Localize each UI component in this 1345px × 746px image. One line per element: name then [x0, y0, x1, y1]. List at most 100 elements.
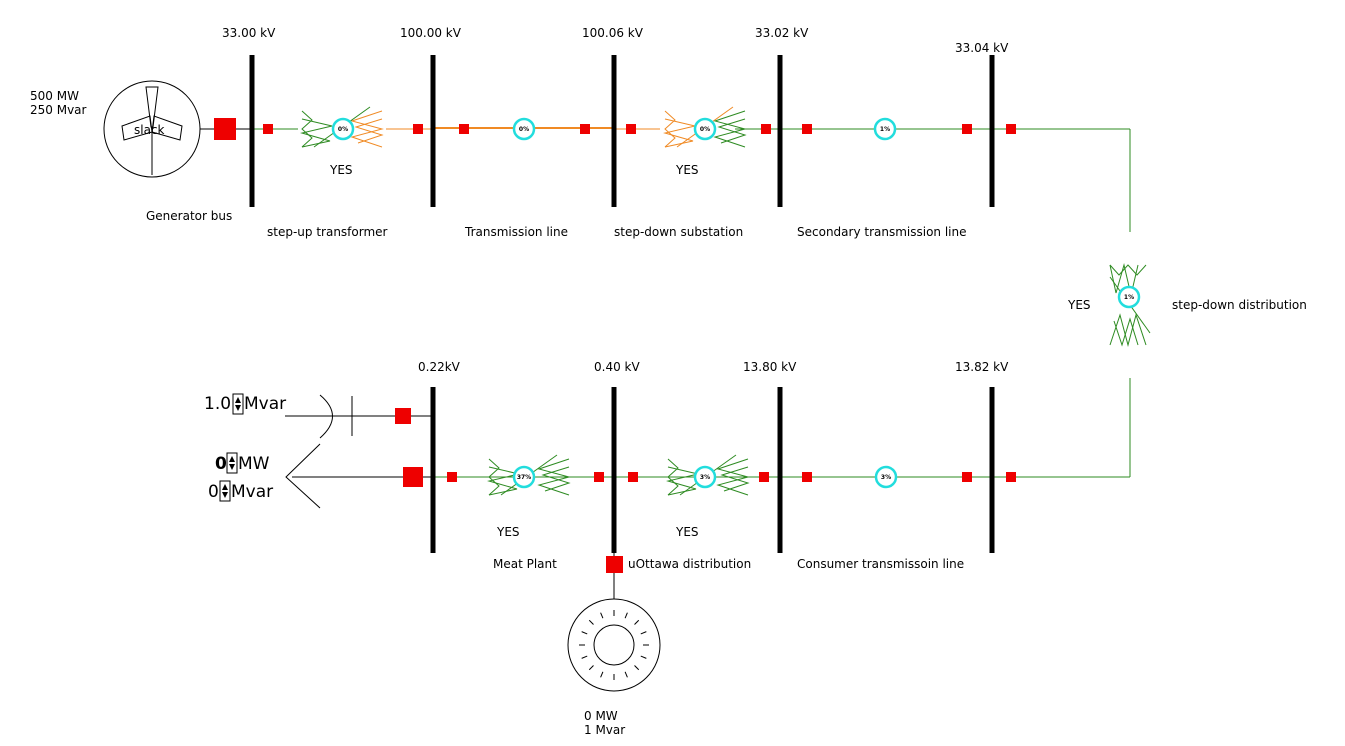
branch-name: step-up transformer [267, 225, 388, 239]
motor[interactable]: 0 MW 1 Mvar [567, 598, 661, 737]
motor-mvar: 1 Mvar [584, 723, 625, 737]
bus-voltage: 33.00 kV [222, 26, 276, 40]
breaker[interactable] [962, 124, 972, 134]
breaker[interactable] [1006, 124, 1016, 134]
svg-text:0%: 0% [700, 126, 710, 133]
motor-mw: 0 MW [584, 709, 618, 723]
loading-gauge[interactable]: 0% [331, 117, 355, 141]
generator-mvar: 250 Mvar [30, 103, 87, 117]
loading-gauge[interactable]: 37% [512, 465, 536, 489]
spinner-icon[interactable] [226, 452, 238, 474]
rotor-tick [581, 655, 588, 659]
branch-name: Meat Plant [493, 557, 557, 571]
generator-breaker[interactable] [214, 118, 236, 140]
loading-gauge[interactable]: 3% [874, 465, 898, 489]
breaker[interactable] [802, 472, 812, 482]
rotor-tick [600, 612, 604, 619]
breaker[interactable] [759, 472, 769, 482]
load-mvar-unit: Mvar [231, 482, 273, 502]
generator-mw: 500 MW [30, 89, 79, 103]
loading-gauge[interactable]: 0% [512, 117, 536, 141]
svg-text:1%: 1% [880, 126, 890, 133]
svg-text:1%: 1% [1124, 294, 1134, 301]
generator[interactable]: 500 MW 250 Mvar slack [30, 80, 236, 178]
branch-name: Secondary transmission line [797, 225, 967, 239]
bus-voltage: 100.06 kV [582, 26, 644, 40]
rotor-tick [588, 619, 594, 625]
rotor-tick [624, 671, 628, 678]
rotor-tick [640, 655, 647, 659]
rotor-ticks-icon [579, 610, 649, 680]
tap-label: YES [675, 525, 699, 539]
generator-type: slack [134, 123, 165, 137]
bus-voltage: 33.04 kV [955, 41, 1009, 55]
svg-text:37%: 37% [517, 474, 531, 481]
breaker[interactable] [413, 124, 423, 134]
loading-gauge[interactable]: 1% [873, 117, 897, 141]
load-mw-unit: MW [238, 454, 270, 474]
load-breaker[interactable] [403, 467, 423, 487]
branch-name: step-down distribution [1172, 298, 1307, 312]
breaker[interactable] [263, 124, 273, 134]
transformer-step-up[interactable]: YES step-up transformer [267, 106, 388, 239]
branch-name: step-down substation [614, 225, 743, 239]
shunt-capacitor[interactable]: 1.0 Mvar [204, 393, 353, 439]
svg-text:3%: 3% [881, 474, 891, 481]
transformer-meat-plant[interactable]: YES Meat Plant [488, 454, 570, 571]
breaker[interactable] [802, 124, 812, 134]
spinner-icon[interactable] [219, 480, 231, 502]
spinner-icon[interactable] [232, 393, 244, 415]
tap-label: YES [1067, 298, 1091, 312]
transformer-step-down-distribution[interactable]: YES step-down distribution [1067, 264, 1307, 346]
capacitor-unit: Mvar [244, 394, 286, 414]
svg-text:0%: 0% [519, 126, 529, 133]
wind-turbine-icon [121, 86, 183, 175]
transformer-step-down-substation[interactable]: YES step-down substation [614, 106, 746, 239]
rotor-tick [640, 631, 647, 635]
buses [249, 55, 995, 553]
tap-label: YES [329, 163, 353, 177]
svg-text:3%: 3% [700, 474, 710, 481]
motor-breaker[interactable] [606, 556, 623, 573]
load-mvar-value: 0 [208, 482, 219, 502]
bus-voltage: 13.82 kV [955, 360, 1009, 374]
bus-voltage: 100.00 kV [400, 26, 462, 40]
branch-name: Consumer transmissoin line [797, 557, 964, 571]
rotor-tick [600, 671, 604, 678]
load[interactable]: 0 MW 0 Mvar [208, 443, 321, 509]
breaker[interactable] [1006, 472, 1016, 482]
capacitor-breaker[interactable] [395, 408, 411, 424]
loading-gauge[interactable]: 1% [1117, 285, 1141, 309]
branch-name: Transmission line [464, 225, 568, 239]
bus-voltages: 33.00 kV 100.00 kV 100.06 kV 33.02 kV 33… [146, 26, 1009, 374]
bus-voltage: 13.80 kV [743, 360, 797, 374]
tap-label: YES [675, 163, 699, 177]
rotor-tick [581, 631, 588, 635]
flow-gauges: 0% 0% 0% 1% 1% 3% 3% 37% [331, 117, 1141, 489]
rotor-tick [624, 612, 628, 619]
bus-label: Generator bus [146, 209, 232, 223]
loading-gauge[interactable]: 0% [693, 117, 717, 141]
bottom-wiring [285, 415, 992, 600]
rotor-tick [634, 665, 640, 671]
loading-gauge[interactable]: 3% [693, 465, 717, 489]
bus-voltage: 33.02 kV [755, 26, 809, 40]
breaker[interactable] [962, 472, 972, 482]
bus-voltage: 0.22kV [418, 360, 461, 374]
breaker[interactable] [761, 124, 771, 134]
capacitor-value: 1.0 [204, 394, 231, 414]
breaker[interactable] [628, 472, 638, 482]
tap-label: YES [496, 525, 520, 539]
rotor-tick [634, 619, 640, 625]
breaker[interactable] [580, 124, 590, 134]
rotor-tick [588, 665, 594, 671]
breaker[interactable] [626, 124, 636, 134]
breaker[interactable] [594, 472, 604, 482]
transformer-uottawa[interactable]: YES uOttawa distribution [628, 454, 751, 571]
breaker[interactable] [447, 472, 457, 482]
breakers [263, 124, 1016, 573]
breaker[interactable] [459, 124, 469, 134]
svg-text:0%: 0% [338, 126, 348, 133]
bus-voltage: 0.40 kV [594, 360, 640, 374]
